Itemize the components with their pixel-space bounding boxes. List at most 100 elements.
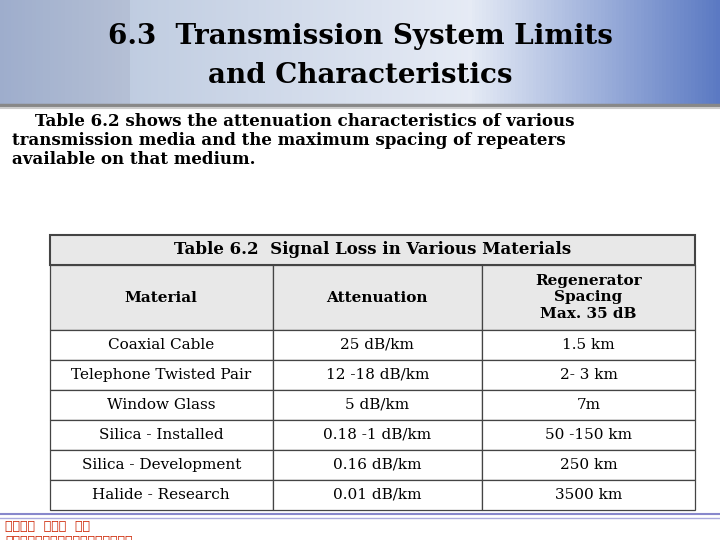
Bar — [558, 0, 562, 105]
Bar — [367, 0, 372, 105]
Bar — [461, 0, 465, 105]
Bar — [425, 0, 429, 105]
Bar — [50, 420, 273, 450]
Bar — [252, 0, 256, 105]
Bar — [270, 0, 274, 105]
Bar — [50, 450, 273, 480]
Bar — [184, 0, 188, 105]
Bar — [482, 265, 695, 330]
Bar — [673, 0, 678, 105]
Bar — [130, 0, 134, 105]
Bar — [302, 0, 307, 105]
Bar — [83, 0, 87, 105]
Bar — [414, 0, 418, 105]
Bar — [587, 0, 591, 105]
Bar — [580, 0, 584, 105]
Bar — [529, 0, 534, 105]
Bar — [515, 0, 519, 105]
Bar — [601, 0, 606, 105]
Bar — [86, 0, 91, 105]
Bar — [576, 0, 580, 105]
Bar — [533, 0, 537, 105]
Bar — [626, 0, 631, 105]
Text: transmission media and the maximum spacing of repeaters: transmission media and the maximum spaci… — [12, 132, 566, 149]
Bar — [194, 0, 199, 105]
Bar — [209, 0, 213, 105]
Bar — [292, 0, 296, 105]
Bar — [4, 0, 8, 105]
Bar — [475, 0, 480, 105]
Bar — [684, 0, 688, 105]
Bar — [324, 0, 328, 105]
Bar — [482, 420, 695, 450]
Bar — [335, 0, 339, 105]
Bar — [482, 0, 487, 105]
Bar — [446, 0, 451, 105]
Bar — [284, 0, 289, 105]
Bar — [371, 0, 375, 105]
Bar — [50, 360, 273, 390]
Bar — [65, 0, 69, 105]
Bar — [500, 0, 505, 105]
Bar — [79, 0, 84, 105]
Bar — [482, 480, 695, 510]
Bar — [716, 0, 720, 105]
Bar — [482, 360, 695, 390]
Bar — [554, 0, 559, 105]
Text: 7m: 7m — [577, 398, 600, 412]
Bar — [115, 0, 120, 105]
Bar — [108, 0, 112, 105]
Bar — [522, 0, 526, 105]
Bar — [158, 0, 163, 105]
Bar — [688, 0, 692, 105]
Bar — [389, 0, 393, 105]
Bar — [400, 0, 404, 105]
Bar — [22, 0, 26, 105]
Text: 2- 3 km: 2- 3 km — [559, 368, 618, 382]
Bar — [644, 0, 649, 105]
Bar — [360, 0, 364, 105]
Bar — [173, 0, 177, 105]
Bar — [119, 0, 123, 105]
Bar — [43, 0, 48, 105]
Bar — [104, 0, 109, 105]
Bar — [569, 0, 573, 105]
Text: Coaxial Cable: Coaxial Cable — [108, 338, 215, 352]
Bar — [356, 0, 361, 105]
Bar — [482, 330, 695, 360]
Bar — [713, 0, 717, 105]
Bar — [50, 480, 273, 510]
Bar — [126, 0, 130, 105]
Bar — [572, 0, 577, 105]
Text: 0.01 dB/km: 0.01 dB/km — [333, 488, 422, 502]
Bar — [544, 0, 548, 105]
Bar — [648, 0, 652, 105]
Bar — [50, 235, 695, 265]
Text: 0.16 dB/km: 0.16 dB/km — [333, 458, 422, 472]
Bar — [702, 0, 706, 105]
Bar — [428, 0, 433, 105]
Bar — [432, 0, 436, 105]
Bar — [122, 0, 127, 105]
Bar — [61, 0, 66, 105]
Bar — [396, 0, 400, 105]
Bar — [32, 0, 37, 105]
Bar — [90, 0, 94, 105]
Text: Attenuation: Attenuation — [327, 291, 428, 305]
Bar — [317, 0, 321, 105]
Text: 12 -18 dB/km: 12 -18 dB/km — [325, 368, 429, 382]
Bar — [166, 0, 170, 105]
Bar — [191, 0, 195, 105]
Bar — [464, 0, 469, 105]
Bar — [306, 0, 310, 105]
Bar — [407, 0, 411, 105]
Bar — [342, 0, 346, 105]
Text: Silica - Development: Silica - Development — [81, 458, 241, 472]
Bar — [144, 0, 148, 105]
Bar — [198, 0, 202, 105]
Text: and Characteristics: and Characteristics — [208, 62, 512, 89]
Text: Silica - Installed: Silica - Installed — [99, 428, 224, 442]
Bar — [281, 0, 285, 105]
Bar — [72, 0, 76, 105]
Bar — [273, 420, 482, 450]
